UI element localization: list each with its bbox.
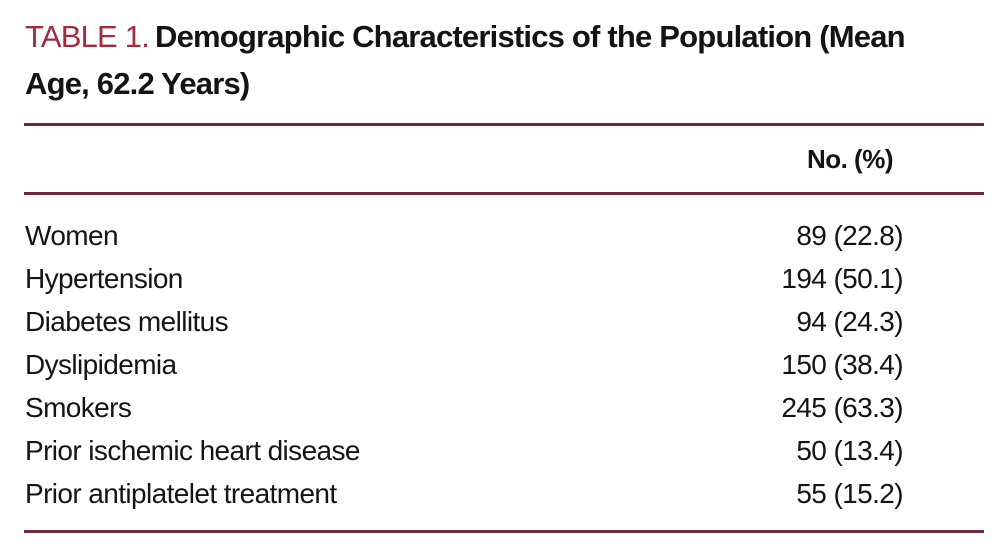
table-row: Hypertension 194 (50.1) bbox=[0, 257, 1000, 300]
table-row: Prior antiplatelet treatment 55 (15.2) bbox=[0, 472, 1000, 515]
table-row: Prior ischemic heart disease 50 (13.4) bbox=[0, 429, 1000, 472]
row-label: Smokers bbox=[25, 391, 132, 423]
table-number-label: TABLE 1. bbox=[25, 19, 150, 54]
row-value: 50 (13.4) bbox=[796, 434, 903, 466]
table-body: Women 89 (22.8) Hypertension 194 (50.1) … bbox=[0, 195, 1000, 530]
table-row: Women 89 (22.8) bbox=[0, 214, 1000, 257]
row-label: Prior ischemic heart disease bbox=[25, 434, 361, 466]
row-value: 89 (22.8) bbox=[796, 219, 903, 251]
top-rule bbox=[24, 123, 984, 126]
table-row: Smokers 245 (63.3) bbox=[0, 386, 1000, 429]
row-label: Hypertension bbox=[25, 262, 183, 294]
row-label: Diabetes mellitus bbox=[25, 305, 229, 337]
row-value: 245 (63.3) bbox=[781, 391, 903, 423]
table-title-text: Demographic Characteristics of the Popul… bbox=[25, 19, 906, 101]
table-title: TABLE 1. Demographic Characteristics of t… bbox=[25, 13, 960, 107]
row-label: Dyslipidemia bbox=[25, 348, 177, 380]
row-value: 150 (38.4) bbox=[781, 348, 903, 380]
table-row: Dyslipidemia 150 (38.4) bbox=[0, 343, 1000, 386]
header-rule bbox=[24, 192, 984, 195]
value-column-header: No. (%) bbox=[806, 144, 894, 174]
table-row: Diabetes mellitus 94 (24.3) bbox=[0, 300, 1000, 343]
bottom-rule bbox=[24, 530, 984, 533]
row-label: Prior antiplatelet treatment bbox=[25, 477, 337, 509]
row-value: 94 (24.3) bbox=[796, 305, 903, 337]
row-value: 55 (15.2) bbox=[796, 477, 903, 509]
row-value: 194 (50.1) bbox=[781, 262, 903, 294]
row-label: Women bbox=[25, 219, 119, 251]
